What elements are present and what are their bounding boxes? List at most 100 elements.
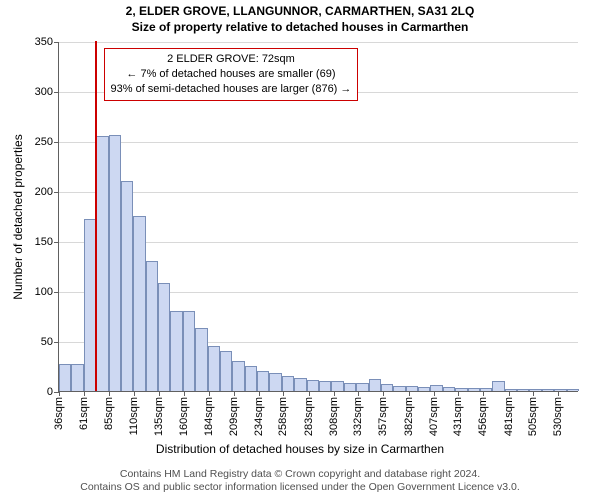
x-tick-label: 110sqm (128, 397, 140, 435)
histogram-bar (232, 361, 244, 391)
histogram-bar (59, 364, 71, 391)
histogram-bar (282, 376, 294, 391)
footer-attribution: Contains HM Land Registry data © Crown c… (0, 468, 600, 494)
histogram-bar (418, 387, 430, 391)
annotation-callout: 2 ELDER GROVE: 72sqm← 7% of detached hou… (104, 48, 359, 101)
x-tick-mark (383, 391, 384, 396)
histogram-bar (480, 388, 492, 391)
y-tick-label: 100 (35, 286, 59, 298)
histogram-bar (356, 383, 368, 391)
histogram-bar (195, 328, 207, 391)
x-tick-mark (533, 391, 534, 396)
histogram-bar (158, 283, 170, 391)
annotation-line: ← 7% of detached houses are smaller (69) (111, 67, 352, 82)
histogram-bar (381, 384, 393, 391)
x-tick-mark (209, 391, 210, 396)
plot-area: 05010015020025030035036sqm61sqm85sqm110s… (58, 42, 578, 392)
chart-title-line1: 2, ELDER GROVE, LLANGUNNOR, CARMARTHEN, … (0, 4, 600, 18)
y-tick-label: 250 (35, 136, 59, 148)
x-tick-mark (409, 391, 410, 396)
x-tick-mark (59, 391, 60, 396)
x-axis-label: Distribution of detached houses by size … (0, 442, 600, 456)
x-tick-label: 332sqm (352, 397, 364, 436)
x-tick-label: 382sqm (403, 397, 415, 436)
x-tick-mark (159, 391, 160, 396)
histogram-bar (517, 389, 529, 391)
x-tick-label: 456sqm (477, 397, 489, 436)
histogram-bar (369, 379, 381, 391)
histogram-bar (170, 311, 182, 391)
y-tick-label: 300 (35, 86, 59, 98)
x-tick-mark (259, 391, 260, 396)
x-tick-label: 283sqm (303, 397, 315, 436)
histogram-bar (96, 136, 108, 391)
x-tick-mark (434, 391, 435, 396)
histogram-bar (406, 386, 418, 391)
histogram-bar (430, 385, 442, 391)
histogram-bar (542, 389, 554, 391)
histogram-bar (121, 181, 133, 391)
x-tick-label: 258sqm (277, 397, 289, 436)
histogram-bar (245, 366, 257, 391)
annotation-line: 2 ELDER GROVE: 72sqm (111, 52, 352, 67)
x-tick-label: 184sqm (203, 397, 215, 436)
y-axis-label: Number of detached properties (11, 134, 25, 299)
histogram-bar (109, 135, 121, 391)
gridline-h (59, 142, 578, 143)
x-tick-label: 209sqm (228, 397, 240, 436)
footer-line1: Contains HM Land Registry data © Crown c… (0, 468, 600, 481)
histogram-bar (146, 261, 158, 391)
x-tick-label: 505sqm (527, 397, 539, 436)
histogram-bar (331, 381, 343, 391)
x-tick-mark (483, 391, 484, 396)
x-tick-label: 234sqm (253, 397, 265, 436)
y-tick-label: 150 (35, 236, 59, 248)
x-tick-mark (84, 391, 85, 396)
histogram-bar (468, 388, 480, 391)
histogram-bar (529, 389, 541, 391)
x-tick-mark (134, 391, 135, 396)
x-tick-label: 85sqm (103, 397, 115, 430)
histogram-bar (307, 380, 319, 391)
x-tick-label: 308sqm (328, 397, 340, 436)
histogram-bar (393, 386, 405, 391)
histogram-bar (133, 216, 145, 391)
x-tick-mark (234, 391, 235, 396)
histogram-bar (220, 351, 232, 391)
x-tick-mark (109, 391, 110, 396)
histogram-bar (183, 311, 195, 391)
x-tick-label: 431sqm (452, 397, 464, 436)
histogram-bar (208, 346, 220, 391)
histogram-bar (455, 388, 467, 391)
histogram-bar (294, 378, 306, 391)
x-tick-mark (509, 391, 510, 396)
property-marker-line (95, 41, 97, 391)
histogram-bar (554, 389, 566, 391)
histogram-bar (443, 387, 455, 391)
x-tick-label: 135sqm (153, 397, 165, 436)
chart-title-line2: Size of property relative to detached ho… (0, 20, 600, 34)
y-tick-label: 50 (41, 336, 59, 348)
x-tick-label: 357sqm (377, 397, 389, 436)
x-tick-mark (334, 391, 335, 396)
histogram-bar (505, 389, 517, 391)
histogram-bar (71, 364, 83, 391)
histogram-bar (269, 373, 281, 391)
x-tick-label: 61sqm (78, 397, 90, 430)
x-tick-label: 530sqm (552, 397, 564, 436)
x-tick-label: 160sqm (178, 397, 190, 436)
histogram-bar (344, 383, 356, 391)
x-tick-label: 36sqm (53, 397, 65, 430)
x-tick-mark (309, 391, 310, 396)
x-tick-mark (358, 391, 359, 396)
x-tick-label: 481sqm (503, 397, 515, 436)
histogram-bar (492, 381, 504, 391)
histogram-bar (319, 381, 331, 391)
histogram-bar (84, 219, 96, 391)
annotation-line: 93% of semi-detached houses are larger (… (111, 82, 352, 97)
gridline-h (59, 42, 578, 43)
x-tick-mark (558, 391, 559, 396)
histogram-bar (567, 389, 579, 391)
footer-line2: Contains OS and public sector informatio… (0, 481, 600, 494)
gridline-h (59, 192, 578, 193)
